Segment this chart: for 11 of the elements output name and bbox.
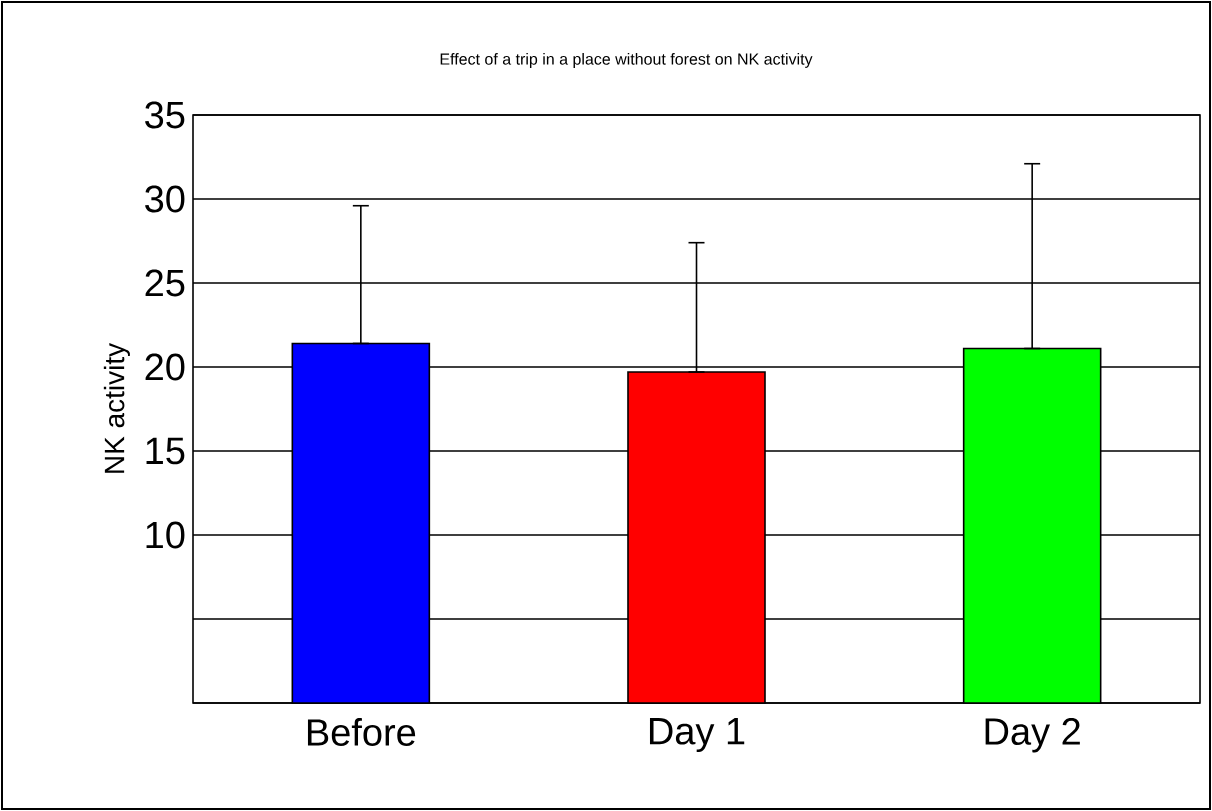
x-tick-label: Before — [307, 718, 416, 746]
chart-title: Effect of a trip in a place without forest on NK activity — [440, 53, 813, 68]
y-axis-title: NK activity — [103, 342, 130, 473]
y-tick-label: 15 — [146, 437, 185, 465]
y-tick-label: 10 — [146, 521, 185, 549]
y-tick-label: 25 — [145, 269, 185, 297]
y-tick-label: 30 — [145, 185, 185, 213]
x-tick-label: Day 1 — [649, 718, 745, 753]
y-tick-label: 20 — [145, 353, 185, 381]
x-tick-label: Day 2 — [985, 718, 1080, 753]
y-tick-label: 35 — [145, 101, 185, 129]
